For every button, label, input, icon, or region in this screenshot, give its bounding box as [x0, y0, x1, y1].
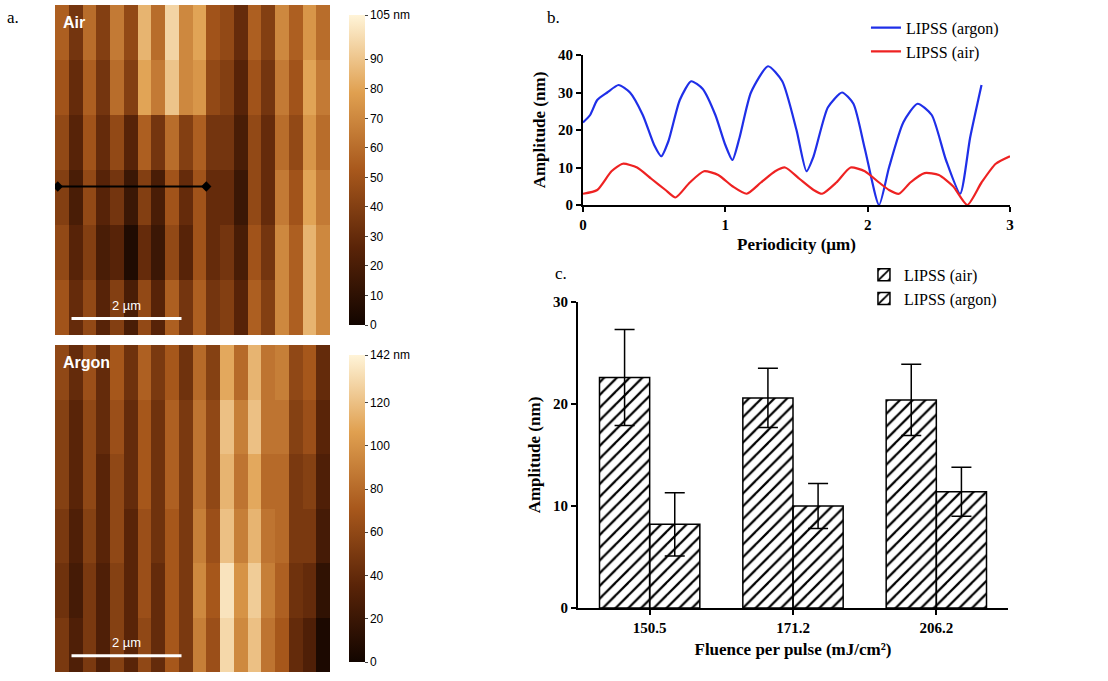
svg-text:Fluence per pulse (mJ/cm²): Fluence per pulse (mJ/cm²) — [695, 640, 892, 659]
svg-text:c.: c. — [555, 264, 567, 283]
svg-text:142 nm: 142 nm — [370, 348, 410, 362]
svg-text:80: 80 — [370, 482, 384, 496]
svg-text:0: 0 — [579, 217, 587, 233]
svg-text:30: 30 — [553, 294, 568, 310]
svg-text:10: 10 — [370, 289, 384, 303]
svg-text:60: 60 — [370, 525, 384, 539]
svg-text:0: 0 — [566, 197, 574, 213]
svg-text:Argon: Argon — [63, 354, 110, 371]
svg-text:60: 60 — [370, 141, 384, 155]
svg-text:80: 80 — [370, 82, 384, 96]
svg-text:171.2: 171.2 — [776, 620, 810, 636]
svg-text:90: 90 — [370, 52, 384, 66]
svg-text:20: 20 — [370, 612, 384, 626]
svg-text:2 µm: 2 µm — [112, 298, 141, 313]
svg-text:2 µm: 2 µm — [112, 635, 141, 650]
svg-text:20: 20 — [370, 259, 384, 273]
svg-text:3: 3 — [1006, 217, 1014, 233]
svg-text:0: 0 — [370, 655, 377, 669]
svg-text:LIPSS (air): LIPSS (air) — [904, 267, 977, 285]
svg-text:40: 40 — [370, 200, 384, 214]
svg-text:LIPSS (argon): LIPSS (argon) — [904, 291, 997, 309]
svg-text:50: 50 — [370, 171, 384, 185]
svg-text:40: 40 — [558, 47, 573, 63]
svg-text:Air: Air — [63, 14, 85, 31]
svg-text:206.2: 206.2 — [919, 620, 953, 636]
svg-text:10: 10 — [558, 160, 573, 176]
svg-text:1: 1 — [722, 217, 730, 233]
svg-text:Amplitude (nm): Amplitude (nm) — [525, 397, 544, 514]
svg-text:0: 0 — [561, 600, 569, 616]
svg-text:LIPSS (argon): LIPSS (argon) — [906, 20, 999, 38]
svg-text:120: 120 — [370, 396, 390, 410]
svg-text:a.: a. — [7, 8, 19, 27]
svg-text:150.5: 150.5 — [633, 620, 667, 636]
svg-text:b.: b. — [547, 8, 560, 27]
svg-text:10: 10 — [553, 498, 568, 514]
svg-text:20: 20 — [558, 122, 573, 138]
svg-text:100: 100 — [370, 439, 390, 453]
svg-text:70: 70 — [370, 112, 384, 126]
svg-text:0: 0 — [370, 318, 377, 332]
svg-text:Amplitude (nm): Amplitude (nm) — [530, 72, 549, 189]
svg-text:Periodicity (µm): Periodicity (µm) — [737, 235, 856, 254]
svg-text:30: 30 — [370, 230, 384, 244]
svg-text:LIPSS (air): LIPSS (air) — [906, 44, 979, 62]
svg-text:105 nm: 105 nm — [370, 8, 410, 22]
svg-text:30: 30 — [558, 85, 573, 101]
svg-text:2: 2 — [864, 217, 872, 233]
svg-text:20: 20 — [553, 396, 568, 412]
svg-text:40: 40 — [370, 569, 384, 583]
